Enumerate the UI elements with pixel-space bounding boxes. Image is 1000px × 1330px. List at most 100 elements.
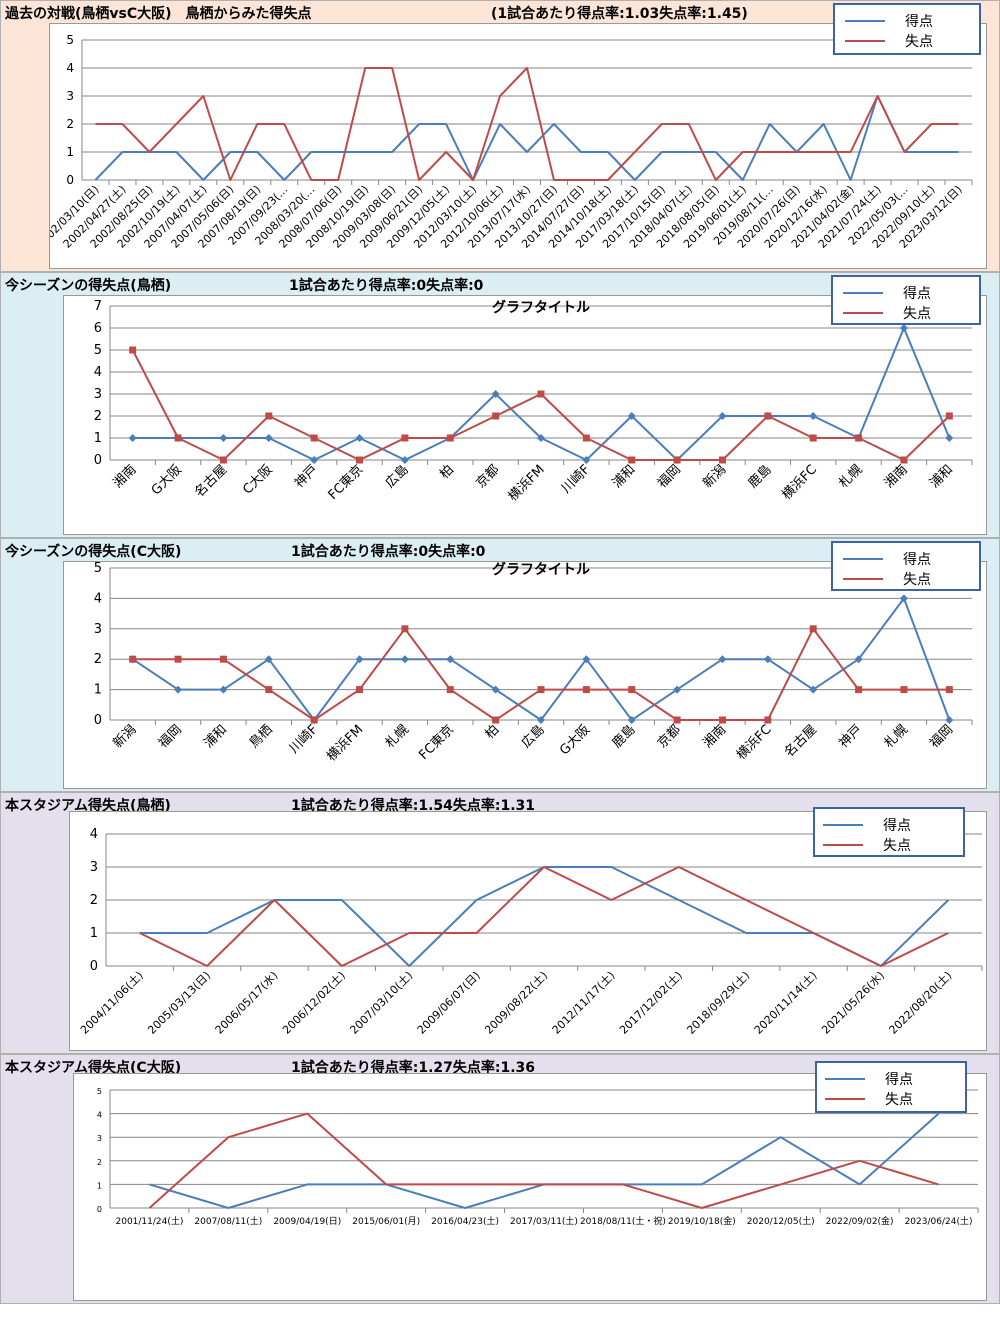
- x-tick-label: 2023/06/24(土): [905, 1215, 973, 1227]
- y-tick-label: 5: [94, 562, 102, 576]
- y-tick-label: 6: [94, 321, 102, 336]
- data-point-concede: [764, 716, 772, 724]
- data-point-concede: [628, 456, 636, 464]
- legend-item-score: 得点: [817, 1069, 965, 1089]
- series-line-score: [139, 866, 950, 967]
- x-tick-label: 神戸: [292, 462, 321, 491]
- legend-item-concede: 失点: [815, 835, 963, 855]
- x-tick-label: 神戸: [836, 722, 865, 751]
- legend-concede-label: 失点: [905, 34, 933, 50]
- x-tick-label: 新潟: [700, 462, 730, 492]
- data-point-concede: [718, 716, 726, 724]
- data-point-score: [446, 655, 455, 664]
- data-point-score: [537, 434, 545, 442]
- x-tick-label: 2004/11/06(土): [78, 969, 146, 1037]
- x-tick-label: 2022/08/20(土): [887, 969, 955, 1037]
- legend: 得点 失点: [833, 3, 981, 55]
- x-tick-label: 柏: [437, 462, 457, 482]
- data-point-concede: [855, 434, 863, 442]
- data-point-score: [582, 655, 591, 664]
- data-point-concede: [129, 655, 137, 663]
- legend-concede-swatch: [825, 1098, 865, 1100]
- y-tick-label: 7: [94, 299, 102, 314]
- panel-stadium-cosaka: 本スタジアム得失点(C大阪) 1試合あたり得点率:1.27失点率:1.36 0 1…: [0, 1054, 1000, 1304]
- plot-area: 0 1 2 3 4 5 新潟 福岡 浦和 鳥栖 川崎F 横浜FM 札幌 FC東京柏広島 G大阪 鹿島 京都 湘南横…: [63, 561, 987, 789]
- x-tick-label: 横浜FC: [779, 462, 820, 503]
- legend-concede-label: 失点: [903, 306, 931, 322]
- data-point-concede: [492, 716, 500, 724]
- chart-title: グラフタイトル: [492, 299, 590, 316]
- y-tick-label: 5: [66, 33, 74, 47]
- y-tick-label: 0: [94, 713, 102, 728]
- data-point-concede: [446, 686, 454, 694]
- data-point-score: [264, 434, 273, 442]
- data-point-score: [718, 655, 727, 664]
- chart-title: グラフタイトル: [492, 562, 590, 578]
- data-point-score: [174, 685, 183, 694]
- data-point-score: [673, 685, 682, 694]
- chart-season-cosaka: 012345新潟 福岡 浦和 鳥栖 川崎F 横浜FM 札幌 FC東京柏広島 G大阪 鹿島 京都 湘南横…: [94, 562, 973, 764]
- x-tick-label: 札幌: [382, 722, 412, 752]
- x-tick-label: 福岡: [156, 722, 185, 751]
- data-point-concede: [129, 346, 137, 354]
- data-point-score: [763, 655, 772, 664]
- y-tick-label: 1: [66, 145, 74, 159]
- x-tick-label: 2007/08/11(土): [194, 1215, 262, 1227]
- legend-item-concede: 失点: [835, 31, 979, 51]
- x-tick-label: 名古屋: [781, 722, 820, 761]
- x-tick-label: 名古屋: [191, 462, 230, 501]
- data-point-score: [854, 655, 863, 664]
- panel-stat: 1試合あたり得点率:0失点率:0: [289, 278, 484, 294]
- panel-stadium-tosu: 本スタジアム得失点(鳥栖) 1試合あたり得点率:1.54失点率:1.31 0 1 2…: [0, 792, 1000, 1054]
- x-tick-label: 2001/11/24(土): [116, 1215, 184, 1227]
- plot-area: 0 1 2 3 4 5 2002/03/10(日) 2002/04/27(土) 2002/08/…: [49, 23, 987, 269]
- series-line-score: [94, 95, 959, 181]
- x-tick-label: 札幌: [881, 722, 911, 752]
- series-line-concede: [131, 349, 951, 461]
- data-point-score: [355, 655, 364, 664]
- x-tick-label: 2009/04/19(日): [273, 1216, 341, 1227]
- x-tick-label: 湘南: [881, 462, 911, 492]
- legend-concede-swatch: [843, 578, 883, 580]
- data-point-score: [945, 716, 954, 724]
- legend-score-swatch: [843, 558, 883, 560]
- x-tick-label: 2015/06/01(月): [352, 1216, 420, 1227]
- y-tick-label: 4: [94, 365, 102, 380]
- x-tick-label: G大阪: [557, 722, 593, 758]
- data-point-score: [945, 434, 954, 442]
- x-tick-label: 浦和: [610, 462, 639, 491]
- x-tick-label: 2009/06/07(日): [415, 969, 483, 1037]
- legend: 得点 失点: [813, 807, 965, 857]
- y-tick-label: 2: [66, 117, 74, 131]
- data-point-concede: [764, 412, 772, 420]
- x-tick-label: 2020/11/14(土): [752, 969, 820, 1037]
- y-tick-label: 2: [90, 893, 98, 908]
- data-point-concede: [446, 434, 454, 442]
- panel-title: 今シーズンの得失点(C大阪): [5, 544, 182, 560]
- x-tick-label: G大阪: [149, 462, 185, 498]
- data-point-concede: [718, 456, 726, 464]
- legend-concede-swatch: [843, 312, 883, 314]
- x-tick-label: FC東京: [325, 462, 366, 503]
- x-tick-label: 2009/08/22(土): [482, 969, 550, 1037]
- data-point-score: [627, 412, 636, 420]
- data-point-score: [219, 685, 228, 694]
- legend-item-concede: 失点: [833, 303, 979, 323]
- y-tick-label: 1: [94, 683, 102, 698]
- data-point-concede: [174, 434, 182, 442]
- panel-stat: 1試合あたり得点率:1.27失点率:1.36: [291, 1060, 536, 1076]
- x-tick-label: 川崎F: [559, 462, 593, 496]
- x-tick-label: 横浜FM: [324, 722, 366, 764]
- legend-item-concede: 失点: [817, 1089, 965, 1109]
- x-tick-label: 2006/12/02(土): [280, 969, 348, 1037]
- data-point-score: [491, 390, 500, 398]
- data-point-concede: [582, 686, 590, 694]
- data-point-concede: [809, 625, 817, 633]
- legend-item-score: 得点: [833, 549, 979, 569]
- x-tick-label: 横浜FC: [734, 722, 775, 763]
- plot-area: 0 1 2 3 4 5 6 7 湘南 G大阪 名古屋 C大阪 神戸 FC東京 広島柏京都 横浜FM 川崎F 浦和福…: [63, 295, 987, 535]
- y-tick-label: 3: [90, 860, 98, 875]
- x-tick-label: FC東京: [416, 722, 457, 763]
- x-tick-label: 横浜FM: [506, 462, 548, 504]
- y-tick-label: 4: [90, 827, 98, 842]
